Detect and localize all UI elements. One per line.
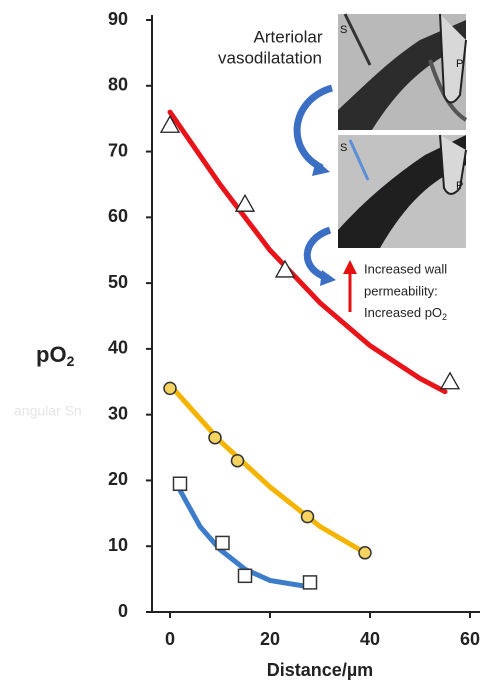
y-tick-label: 70 bbox=[108, 140, 128, 160]
x-tick-label: 0 bbox=[165, 629, 175, 649]
y-tick-label: 10 bbox=[108, 535, 128, 555]
square-point bbox=[174, 477, 187, 490]
y-tick-label: 20 bbox=[108, 469, 128, 489]
circle-point bbox=[209, 432, 221, 444]
y-tick-label: 60 bbox=[108, 206, 128, 226]
y-tick-label: 50 bbox=[108, 272, 128, 292]
annotation: Increased wall bbox=[364, 261, 447, 276]
annotation: Increased pO2 bbox=[364, 305, 447, 322]
probe-label: P bbox=[456, 58, 463, 70]
circle-point bbox=[232, 455, 244, 467]
square-point bbox=[239, 569, 252, 582]
annotation: vasodilatation bbox=[218, 48, 322, 67]
triangle-point bbox=[441, 373, 459, 389]
annotation: Arteriolar bbox=[254, 27, 323, 46]
triangle-point bbox=[236, 195, 254, 211]
circle-point bbox=[302, 511, 314, 523]
chart: angular Sn S P S P Arteriolar vasodilata… bbox=[0, 0, 484, 686]
arrow-head bbox=[320, 270, 336, 286]
y-tick-label: 30 bbox=[108, 403, 128, 423]
arrow bbox=[307, 230, 330, 278]
probe-label: S bbox=[340, 24, 347, 36]
x-axis-label: Distance/µm bbox=[267, 660, 373, 680]
square-point bbox=[304, 576, 317, 589]
watermark: angular Sn bbox=[14, 403, 82, 419]
x-tick-label: 20 bbox=[260, 629, 280, 649]
probe-label: P bbox=[456, 180, 463, 192]
y-tick-label: 0 bbox=[118, 601, 128, 621]
triangle-point bbox=[276, 261, 294, 277]
y-tick-label: 90 bbox=[108, 9, 128, 29]
inset-bottom bbox=[338, 135, 466, 248]
y-tick-label: 80 bbox=[108, 75, 128, 95]
square-point bbox=[216, 536, 229, 549]
arrow-head bbox=[343, 260, 357, 274]
probe-label: S bbox=[340, 142, 347, 154]
x-tick-label: 40 bbox=[360, 629, 380, 649]
y-tick-label: 40 bbox=[108, 338, 128, 358]
annotation: permeability: bbox=[364, 283, 438, 298]
arrow bbox=[297, 88, 332, 168]
circle-point bbox=[164, 382, 176, 394]
circle-point bbox=[359, 547, 371, 559]
x-tick-label: 60 bbox=[460, 629, 480, 649]
inset-top bbox=[338, 14, 466, 130]
y-axis-label: pO2 bbox=[36, 342, 75, 369]
